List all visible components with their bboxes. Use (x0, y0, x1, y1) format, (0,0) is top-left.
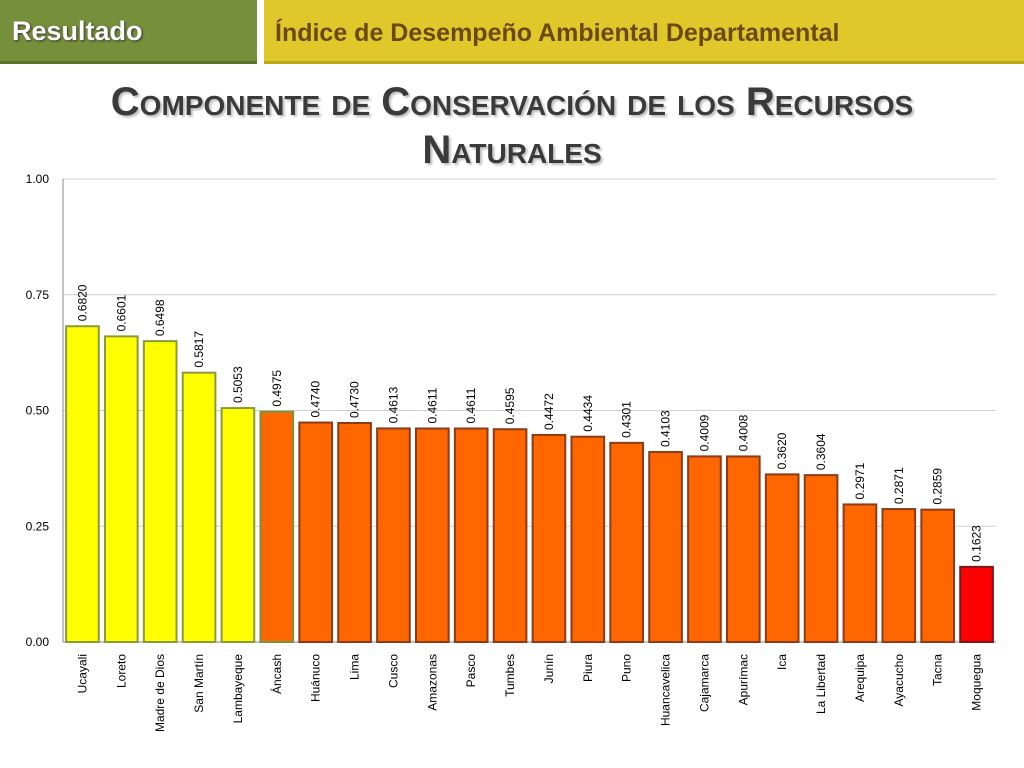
section-label: Resultado (12, 16, 143, 46)
x-tick-label: Tacna (931, 654, 945, 686)
data-label: 0.6601 (114, 294, 128, 331)
data-label: 0.5053 (231, 366, 245, 403)
section-header: Resultado (0, 0, 257, 64)
x-tick-label: Huancavelica (659, 654, 673, 726)
bar (65, 325, 100, 643)
bar (764, 473, 800, 644)
slide-title-line2: Naturales (422, 128, 602, 172)
data-label: 0.4611 (425, 387, 439, 423)
x-tick-label: Loreto (114, 654, 128, 688)
x-tick-label: Pasco (464, 654, 478, 688)
x-tick-label: Tumbes (503, 654, 517, 697)
bar (842, 503, 878, 643)
data-label: 0.4008 (736, 414, 750, 451)
bar (648, 451, 683, 643)
data-label: 0.3620 (775, 432, 789, 469)
x-tick-label: Moquegua (970, 654, 984, 711)
slide-title: Componente de Conservación de los Recurs… (0, 78, 1024, 174)
x-tick-label: Ica (775, 654, 789, 670)
y-tick-label: 0.50 (26, 404, 50, 418)
x-tick-label: Ayacucho (892, 654, 906, 707)
slide-topic: Índice de Desempeño Ambiental Departamen… (275, 19, 840, 47)
bar (337, 422, 372, 643)
bar (609, 441, 645, 644)
data-label: 0.5817 (192, 331, 206, 368)
bar (920, 508, 956, 643)
slide-title-line1: Componente de Conservación de los Recurs… (110, 80, 914, 124)
x-tick-label: San Martín (192, 654, 206, 713)
data-label: 0.3604 (814, 433, 828, 470)
x-tick-label: Lambayeque (231, 654, 245, 724)
x-tick-label: Lima (348, 654, 362, 680)
data-label: 0.4613 (386, 386, 400, 423)
data-label: 0.4975 (270, 370, 284, 407)
y-tick-label: 1.00 (26, 172, 50, 186)
x-tick-label: Huánuco (309, 654, 323, 702)
bar (453, 427, 489, 644)
y-tick-label: 0.00 (26, 635, 50, 649)
data-label: 0.4103 (659, 410, 673, 447)
data-label: 0.4009 (697, 414, 711, 451)
data-label: 0.4595 (503, 387, 517, 424)
bar (414, 427, 450, 644)
x-tick-label: Amazonas (425, 654, 439, 711)
x-tick-label: Madre de Dios (153, 654, 167, 732)
data-label: 0.4730 (348, 381, 362, 418)
data-label: 0.4740 (309, 381, 323, 418)
bar (103, 335, 139, 643)
data-label: 0.2971 (853, 462, 867, 499)
bar (531, 433, 567, 644)
topic-header: Índice de Desempeño Ambiental Departamen… (264, 0, 1024, 64)
bar (298, 421, 334, 643)
bar (687, 455, 722, 643)
data-label: 0.1623 (970, 525, 984, 562)
data-label: 0.6498 (153, 299, 167, 336)
data-label: 0.4472 (542, 393, 556, 430)
x-tick-label: Junín (542, 654, 556, 683)
bar (725, 455, 761, 643)
bar (142, 340, 178, 643)
x-tick-label: Piura (581, 654, 595, 682)
bar (959, 565, 994, 643)
x-tick-label: La Libertad (814, 654, 828, 714)
data-label: 0.2871 (892, 467, 906, 504)
x-tick-label: Arequipa (853, 654, 867, 702)
x-tick-label: Ucayali (75, 654, 89, 693)
bar (492, 428, 528, 643)
x-tick-label: Cajamarca (697, 654, 711, 712)
x-tick-label: Apurímac (736, 654, 750, 705)
data-label: 0.4434 (581, 395, 595, 432)
x-tick-label: Puno (620, 654, 634, 682)
data-label: 0.4611 (464, 387, 478, 423)
bar (181, 371, 217, 643)
y-tick-label: 0.25 (26, 519, 50, 533)
x-tick-label: Áncash (269, 654, 284, 694)
data-label: 0.6820 (75, 284, 89, 321)
bar (220, 407, 256, 644)
x-tick-label: Cusco (386, 654, 400, 688)
y-tick-label: 0.75 (26, 288, 50, 302)
data-label: 0.2859 (931, 468, 945, 505)
bar (376, 427, 411, 643)
bar (259, 410, 295, 643)
bar (881, 508, 917, 643)
bar (570, 435, 606, 644)
data-label: 0.4301 (620, 401, 634, 438)
bar (803, 474, 839, 643)
